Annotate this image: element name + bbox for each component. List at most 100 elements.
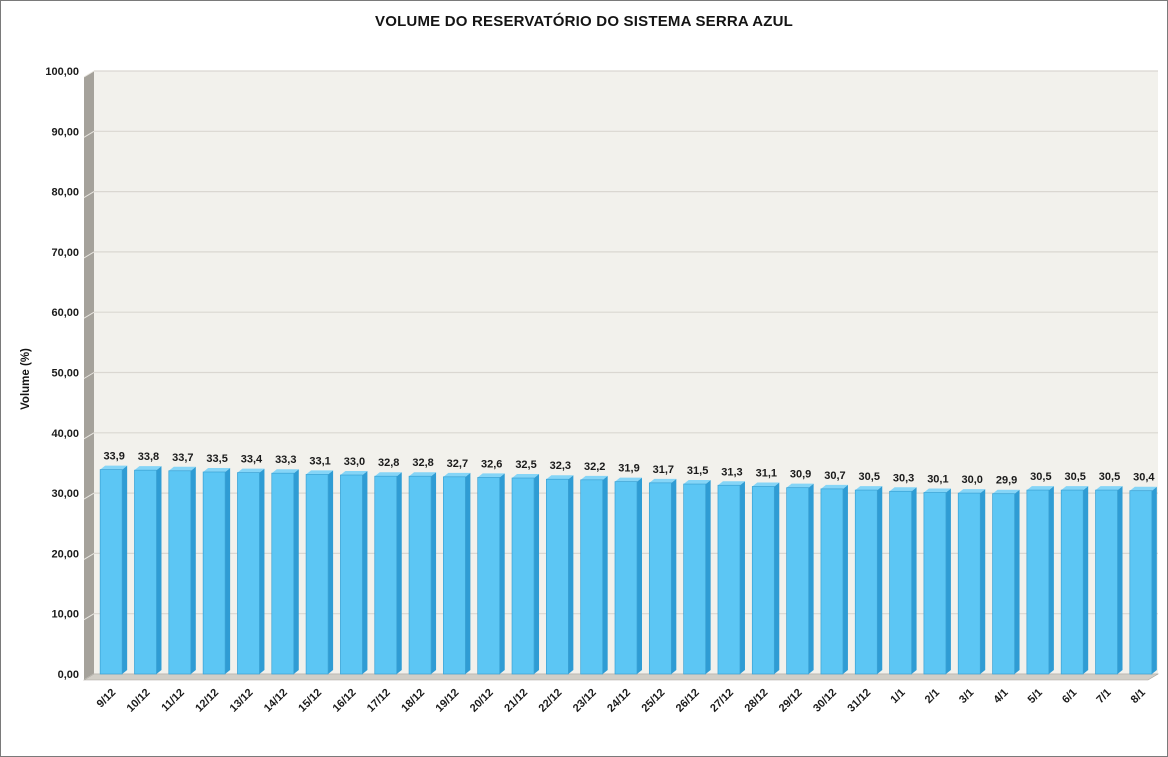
wall-depth-tick — [83, 251, 95, 259]
bar-value-label: 32,6 — [481, 458, 502, 470]
x-tick-label: 12/12 — [193, 687, 221, 715]
bar-side — [945, 488, 951, 674]
chart-title: VOLUME DO RESERVATÓRIO DO SISTEMA SERRA … — [375, 13, 793, 30]
bar-top — [100, 465, 128, 470]
bar-top — [717, 481, 745, 486]
x-tick-label: 29/12 — [777, 687, 805, 715]
bar-value-label: 30,0 — [962, 474, 983, 486]
bar — [271, 472, 295, 675]
bar-top — [340, 471, 368, 476]
x-tick-label: 19/12 — [434, 687, 462, 715]
bar-top — [512, 474, 540, 479]
bar — [992, 493, 1015, 675]
bar-value-label: 30,5 — [1064, 471, 1085, 483]
bar-top — [203, 467, 231, 472]
bar — [957, 492, 981, 675]
bar-side — [808, 483, 814, 674]
bar — [683, 483, 706, 675]
bar-top — [992, 489, 1020, 494]
bar-value-label: 33,9 — [103, 451, 124, 463]
wall-depth-tick — [83, 130, 95, 138]
bar — [786, 487, 809, 675]
bar — [923, 492, 947, 675]
y-tick-label: 20,00 — [51, 548, 79, 560]
bar-value-label: 30,4 — [1133, 472, 1155, 484]
y-tick-label: 60,00 — [51, 307, 79, 319]
x-tick-label: 15/12 — [296, 687, 324, 715]
bar — [134, 469, 157, 675]
bar-side — [156, 466, 162, 674]
wall-depth-tick — [83, 372, 95, 379]
x-tick-label: 1/1 — [888, 687, 907, 706]
bar-side — [293, 469, 299, 674]
bar-top — [1026, 486, 1054, 491]
x-tick-label: 16/12 — [331, 687, 359, 715]
bar-value-label: 30,7 — [824, 470, 845, 482]
x-tick-label: 18/12 — [399, 687, 427, 715]
bar — [648, 482, 672, 675]
bar-value-label: 33,0 — [344, 456, 365, 468]
bar-side — [190, 466, 196, 674]
bar-side — [259, 468, 265, 674]
bar-side — [499, 473, 505, 674]
bar-side — [122, 465, 128, 674]
bar-side — [568, 475, 574, 674]
x-tick-label: 24/12 — [605, 687, 633, 715]
bar-top — [409, 472, 437, 477]
y-tick-label: 30,00 — [51, 488, 79, 500]
bar — [546, 478, 569, 675]
x-tick-label: 30/12 — [811, 687, 839, 715]
bar — [1129, 490, 1153, 675]
bar-side — [225, 467, 231, 674]
y-tick-label: 50,00 — [51, 368, 79, 380]
bar-value-label: 31,3 — [721, 466, 742, 478]
bar-top — [306, 470, 334, 475]
x-tick-label: 13/12 — [228, 687, 256, 715]
chart-floor — [82, 673, 1160, 681]
y-tick-label: 90,00 — [51, 126, 79, 138]
bar-side — [980, 489, 986, 674]
bar — [202, 471, 226, 675]
x-tick-label: 4/1 — [991, 687, 1010, 706]
bar-value-label: 30,1 — [927, 473, 948, 485]
bar — [614, 481, 638, 675]
bar-value-label: 33,4 — [241, 454, 263, 466]
bar — [477, 477, 501, 675]
x-tick-label: 23/12 — [571, 687, 599, 715]
wall-depth-tick — [83, 552, 95, 560]
bar-value-label: 32,3 — [550, 460, 571, 472]
wall-depth-tick — [83, 191, 95, 199]
bar-top — [615, 477, 642, 482]
bar-top — [134, 466, 162, 471]
bar-value-label: 33,1 — [309, 455, 330, 467]
bar-top — [683, 480, 711, 485]
bar-top — [580, 475, 608, 480]
bar-value-label: 30,3 — [893, 472, 914, 484]
bar-top — [958, 489, 986, 494]
bar-side — [328, 470, 334, 674]
bar-side — [637, 477, 642, 674]
bar-side — [671, 478, 677, 674]
bar-value-label: 33,8 — [138, 451, 159, 463]
wall-depth-tick — [83, 613, 95, 621]
bar-side — [739, 481, 745, 674]
bar-side — [362, 471, 368, 674]
y-tick-label: 100,00 — [45, 66, 79, 78]
x-tick-label: 26/12 — [674, 687, 702, 715]
bar-value-label: 33,7 — [172, 452, 193, 464]
bar-side — [431, 472, 437, 674]
bar-side — [396, 472, 402, 674]
wall-depth-tick — [83, 432, 95, 440]
bar-top — [168, 466, 196, 471]
bar — [854, 489, 878, 675]
bar — [443, 476, 466, 675]
bar-side — [705, 480, 711, 674]
bar-top — [1061, 486, 1089, 491]
bar — [511, 477, 535, 675]
bar-top — [477, 473, 505, 478]
bar-value-label: 31,7 — [653, 464, 674, 476]
bar — [889, 490, 912, 675]
bar — [751, 486, 775, 675]
